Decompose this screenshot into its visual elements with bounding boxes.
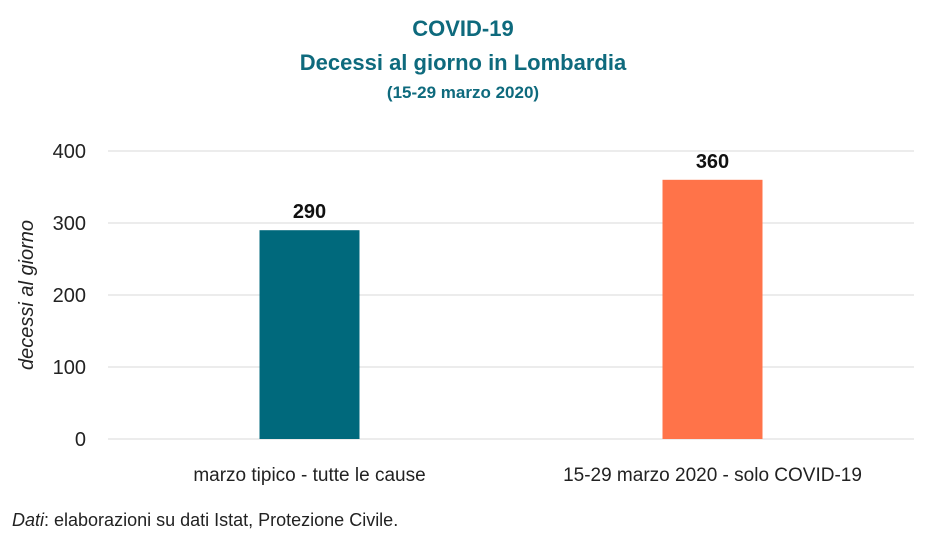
source-text: : elaborazioni su dati Istat, Protezione… bbox=[44, 510, 399, 530]
y-tick-label: 100 bbox=[53, 357, 86, 379]
data-label: 360 bbox=[696, 151, 729, 173]
y-tick-label: 400 bbox=[53, 141, 86, 163]
source-note: Dati: elaborazioni su dati Istat, Protez… bbox=[12, 510, 398, 531]
source-prefix: Dati bbox=[12, 510, 45, 530]
x-category-label: 15-29 marzo 2020 - solo COVID-19 bbox=[563, 465, 862, 486]
chart-title: COVID-19 bbox=[412, 16, 514, 41]
data-label: 290 bbox=[293, 201, 326, 223]
chart-subtitle: Decessi al giorno in Lombardia bbox=[299, 50, 627, 75]
y-axis-label: decessi al giorno bbox=[16, 220, 38, 370]
y-tick-label: 0 bbox=[75, 429, 86, 451]
x-category-label: marzo tipico - tutte le cause bbox=[193, 465, 425, 486]
bar-1 bbox=[259, 230, 360, 439]
chart-title-block: COVID-19 Decessi al giorno in Lombardia … bbox=[0, 12, 926, 106]
chart-period: (15-29 marzo 2020) bbox=[386, 83, 540, 102]
y-tick-label: 200 bbox=[53, 285, 86, 307]
y-tick-label: 300 bbox=[53, 213, 86, 235]
bar-2 bbox=[662, 179, 763, 440]
